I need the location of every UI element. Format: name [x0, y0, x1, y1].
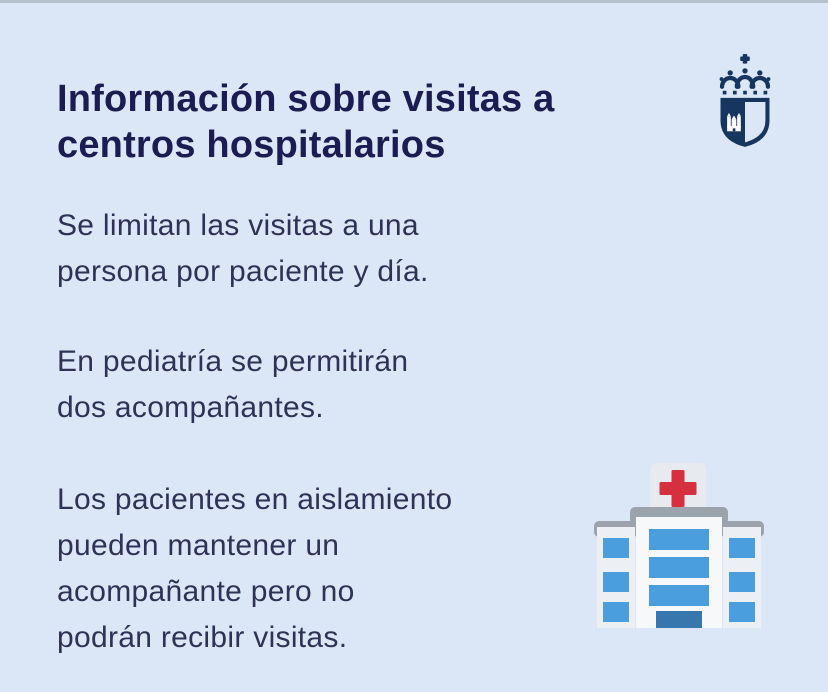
paragraph-isolation: Los pacientes en aislamiento pueden mant…: [57, 483, 453, 654]
hospital-building-icon: [594, 463, 764, 631]
page-title: Información sobre visitas a centros hosp…: [57, 78, 555, 167]
castilla-la-mancha-emblem-icon: [716, 53, 774, 151]
paragraph-pediatrics: En pediatría se permitirán dos acompañan…: [57, 345, 409, 424]
paragraph-visit-limit: Se limitan las visitas a una persona por…: [57, 209, 429, 288]
